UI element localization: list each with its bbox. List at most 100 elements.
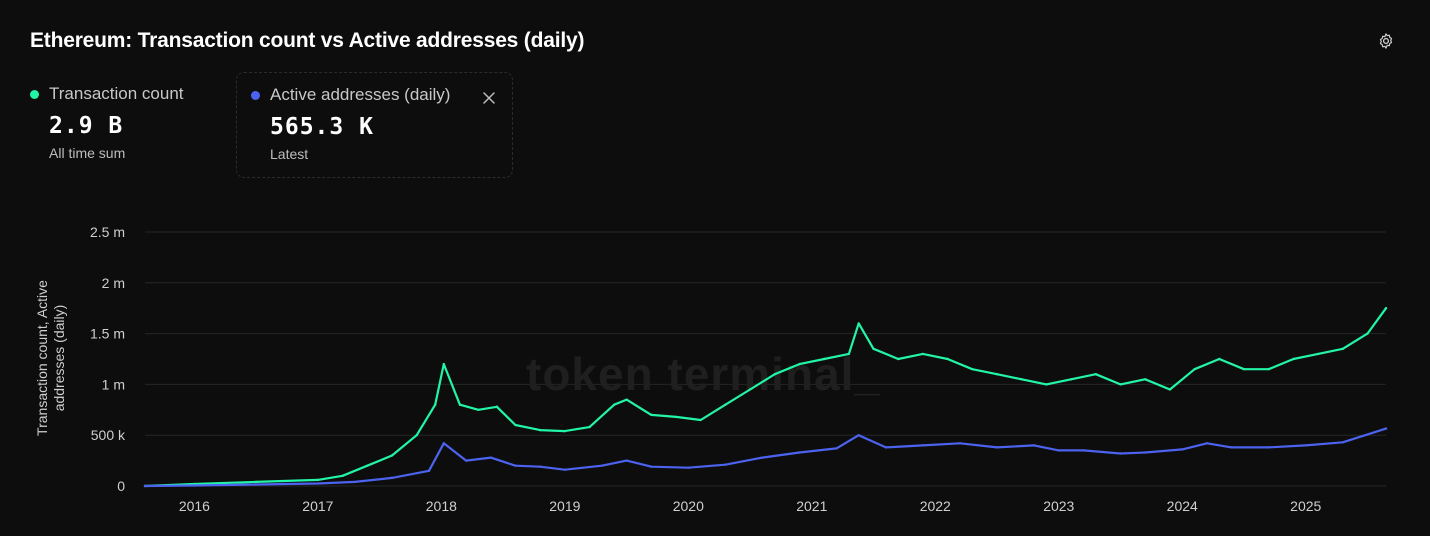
legend-label: Active addresses (daily): [270, 85, 451, 104]
data-point: [1144, 378, 1147, 381]
data-point: [748, 388, 752, 391]
legend-item-transaction-count[interactable]: Transaction count 2.9 B All time sum: [16, 72, 226, 178]
legend-caption: Latest: [270, 146, 309, 162]
data-point: [1292, 357, 1295, 361]
data-point: [699, 418, 702, 422]
y-tick-label: 2.5 m: [90, 224, 125, 240]
y-axis-label: addresses (daily): [51, 305, 67, 412]
legend-label: Transaction count: [49, 84, 184, 103]
x-tick-label: 2019: [549, 498, 580, 514]
data-point: [1168, 388, 1172, 391]
data-point: [1205, 442, 1209, 445]
data-point: [390, 454, 394, 457]
series-color-dot: [30, 89, 39, 99]
x-tick-label: 2022: [920, 498, 951, 514]
y-tick-label: 1 m: [102, 376, 125, 392]
y-tick-label: 1.5 m: [90, 326, 125, 342]
data-point: [625, 398, 628, 401]
y-axis-label: Transaction count, Active: [34, 280, 50, 436]
data-point: [724, 403, 727, 406]
data-point: [1316, 352, 1320, 356]
close-icon[interactable]: [482, 91, 496, 105]
data-point: [341, 474, 344, 478]
data-point: [143, 484, 147, 488]
legend-value: 2.9 B: [49, 113, 124, 139]
data-point: [822, 357, 826, 361]
data-point: [625, 459, 628, 462]
data-point: [1032, 444, 1036, 447]
data-point: [563, 429, 567, 433]
data-point: [761, 456, 764, 459]
data-point: [193, 484, 196, 487]
legend-item-active-addresses[interactable]: Active addresses (daily) 565.3 K Latest: [236, 72, 513, 178]
series-color-dot: [251, 90, 260, 100]
data-point: [724, 463, 727, 466]
data-point: [1341, 441, 1344, 444]
series-line-active-addresses[interactable]: [143, 427, 1388, 488]
data-point: [995, 373, 999, 376]
data-point: [650, 465, 653, 468]
data-point: [254, 480, 258, 484]
data-point: [353, 480, 357, 484]
data-point: [464, 459, 468, 462]
y-tick-label: 500 k: [91, 427, 126, 443]
data-point: [773, 373, 776, 376]
data-point: [971, 367, 974, 371]
legend-caption: All time sum: [49, 145, 126, 161]
data-point: [538, 428, 542, 432]
gear-icon[interactable]: [1377, 32, 1395, 50]
data-point: [1069, 378, 1073, 381]
data-point: [674, 415, 678, 419]
data-point: [1267, 367, 1270, 371]
data-point: [1384, 427, 1388, 430]
data-point: [514, 464, 517, 467]
data-point: [1384, 307, 1388, 310]
data-point: [1366, 332, 1369, 335]
data-point: [835, 447, 838, 450]
data-point: [1341, 347, 1344, 351]
data-point: [1057, 449, 1060, 452]
data-point: [613, 403, 616, 406]
data-point: [1304, 444, 1307, 447]
data-point: [458, 403, 462, 406]
data-point: [600, 464, 604, 467]
data-point: [921, 444, 925, 447]
data-point: [415, 434, 418, 437]
data-point: [442, 362, 446, 366]
legend-value: 565.3 K: [270, 114, 374, 140]
data-point: [1267, 446, 1270, 449]
data-point: [316, 478, 320, 482]
data-point: [442, 442, 446, 445]
x-tick-label: 2017: [302, 498, 333, 514]
data-point: [514, 423, 517, 427]
x-tick-label: 2018: [426, 498, 457, 514]
data-point: [316, 482, 320, 485]
x-tick-label: 2025: [1290, 498, 1321, 514]
chart-title: Ethereum: Transaction count vs Active ad…: [30, 29, 585, 52]
data-point: [1242, 367, 1246, 371]
y-tick-label: 2 m: [102, 275, 125, 291]
data-point: [1181, 448, 1184, 451]
data-point: [650, 413, 653, 417]
data-point: [798, 362, 801, 366]
data-point: [588, 425, 591, 429]
data-point: [433, 403, 437, 406]
x-tick-label: 2021: [796, 498, 827, 514]
data-point: [847, 352, 851, 356]
data-point: [563, 468, 567, 471]
data-point: [1218, 357, 1221, 361]
data-point: [995, 446, 999, 449]
data-point: [872, 347, 875, 351]
data-point: [390, 476, 394, 480]
x-tick-label: 2024: [1167, 498, 1198, 514]
data-point: [254, 483, 258, 486]
data-point: [495, 405, 499, 408]
data-point: [687, 466, 690, 469]
data-point: [1045, 383, 1048, 386]
x-tick-label: 2023: [1043, 498, 1074, 514]
data-point: [489, 456, 492, 459]
watermark: token terminal_: [526, 348, 881, 400]
data-point: [857, 434, 860, 437]
data-point: [921, 352, 925, 356]
data-point: [1082, 449, 1085, 452]
